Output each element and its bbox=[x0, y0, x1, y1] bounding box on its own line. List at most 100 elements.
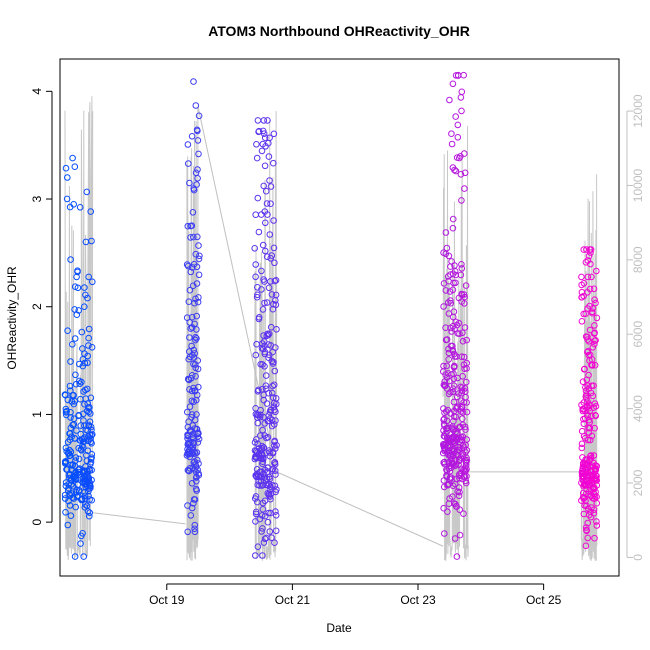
data-point bbox=[266, 177, 273, 184]
data-point bbox=[194, 233, 201, 241]
data-point bbox=[458, 88, 466, 96]
data-point bbox=[66, 490, 73, 498]
data-point bbox=[66, 430, 74, 437]
data-point bbox=[67, 409, 74, 416]
data-point bbox=[580, 510, 588, 518]
data-point bbox=[441, 382, 449, 390]
data-point bbox=[267, 406, 274, 414]
line-connector-3 bbox=[276, 471, 444, 547]
data-point bbox=[441, 409, 448, 417]
data-point bbox=[454, 134, 462, 141]
data-point bbox=[450, 407, 458, 415]
data-point bbox=[256, 482, 263, 489]
data-point bbox=[71, 163, 79, 170]
data-point bbox=[77, 422, 85, 429]
data-point bbox=[584, 273, 592, 281]
data-point bbox=[188, 504, 196, 512]
data-point bbox=[457, 423, 464, 431]
data-point bbox=[75, 455, 83, 463]
data-point bbox=[189, 282, 197, 290]
data-point bbox=[87, 208, 94, 215]
data-point bbox=[452, 413, 460, 421]
data-point bbox=[272, 471, 279, 478]
data-point bbox=[191, 525, 198, 533]
data-point bbox=[266, 231, 274, 238]
data-point bbox=[584, 411, 591, 419]
data-point bbox=[89, 278, 96, 286]
data-point bbox=[585, 371, 592, 379]
data-point bbox=[193, 449, 201, 456]
data-point bbox=[83, 188, 91, 196]
data-point bbox=[584, 333, 591, 341]
data-point bbox=[582, 524, 590, 531]
data-point bbox=[67, 256, 74, 263]
data-point bbox=[76, 360, 83, 368]
data-point bbox=[258, 267, 265, 275]
data-point bbox=[578, 318, 586, 325]
data-point bbox=[450, 500, 458, 507]
data-point bbox=[458, 261, 465, 268]
data-point bbox=[192, 102, 200, 109]
data-point bbox=[71, 398, 79, 405]
data-point bbox=[72, 380, 80, 388]
data-point bbox=[459, 337, 467, 345]
data-point bbox=[591, 534, 598, 542]
data-point bbox=[87, 484, 94, 492]
data-point bbox=[189, 464, 196, 472]
secondary-tick-label: 10000 bbox=[631, 168, 645, 202]
data-point bbox=[589, 309, 596, 317]
data-point bbox=[263, 434, 270, 442]
data-point bbox=[80, 467, 88, 475]
data-point bbox=[72, 503, 79, 511]
data-point bbox=[272, 395, 280, 402]
data-point bbox=[272, 301, 280, 309]
data-point bbox=[270, 130, 278, 138]
data-point bbox=[461, 385, 469, 392]
data-point bbox=[77, 540, 84, 547]
data-point bbox=[580, 473, 588, 481]
data-point bbox=[259, 140, 267, 148]
data-point bbox=[261, 208, 269, 215]
data-point bbox=[73, 427, 80, 434]
secondary-tick-label: 8000 bbox=[631, 246, 645, 273]
data-point bbox=[253, 141, 260, 148]
data-point bbox=[259, 525, 266, 532]
data-point bbox=[463, 436, 471, 443]
x-axis-label: Date bbox=[326, 621, 352, 635]
data-point bbox=[192, 250, 200, 258]
data-point bbox=[191, 528, 199, 536]
data-point bbox=[62, 409, 70, 416]
data-point bbox=[194, 365, 202, 373]
data-point bbox=[67, 358, 74, 365]
data-point bbox=[259, 361, 266, 368]
data-point bbox=[579, 454, 586, 461]
data-point bbox=[261, 299, 268, 307]
data-point bbox=[69, 154, 76, 162]
data-point bbox=[459, 329, 466, 337]
data-point bbox=[593, 518, 600, 525]
data-point bbox=[79, 356, 87, 363]
data-point bbox=[442, 229, 450, 236]
data-point bbox=[590, 330, 598, 337]
data-point bbox=[252, 273, 259, 281]
data-point bbox=[593, 267, 600, 275]
data-point bbox=[84, 467, 91, 475]
data-point bbox=[261, 134, 269, 141]
data-point bbox=[463, 378, 470, 386]
data-point bbox=[273, 486, 280, 493]
data-point bbox=[449, 80, 457, 88]
data-point bbox=[440, 303, 447, 310]
data-point bbox=[64, 438, 72, 446]
data-point bbox=[252, 510, 260, 518]
data-point bbox=[265, 284, 273, 292]
data-point bbox=[262, 372, 270, 379]
point-series-2 bbox=[183, 78, 203, 536]
data-point bbox=[591, 296, 598, 304]
data-point bbox=[185, 160, 192, 167]
chart-title: ATOM3 Northbound OHReactivity_OHR bbox=[208, 23, 470, 39]
data-point bbox=[578, 427, 586, 435]
data-point bbox=[254, 117, 262, 124]
data-point bbox=[192, 450, 199, 457]
data-point bbox=[579, 467, 586, 474]
